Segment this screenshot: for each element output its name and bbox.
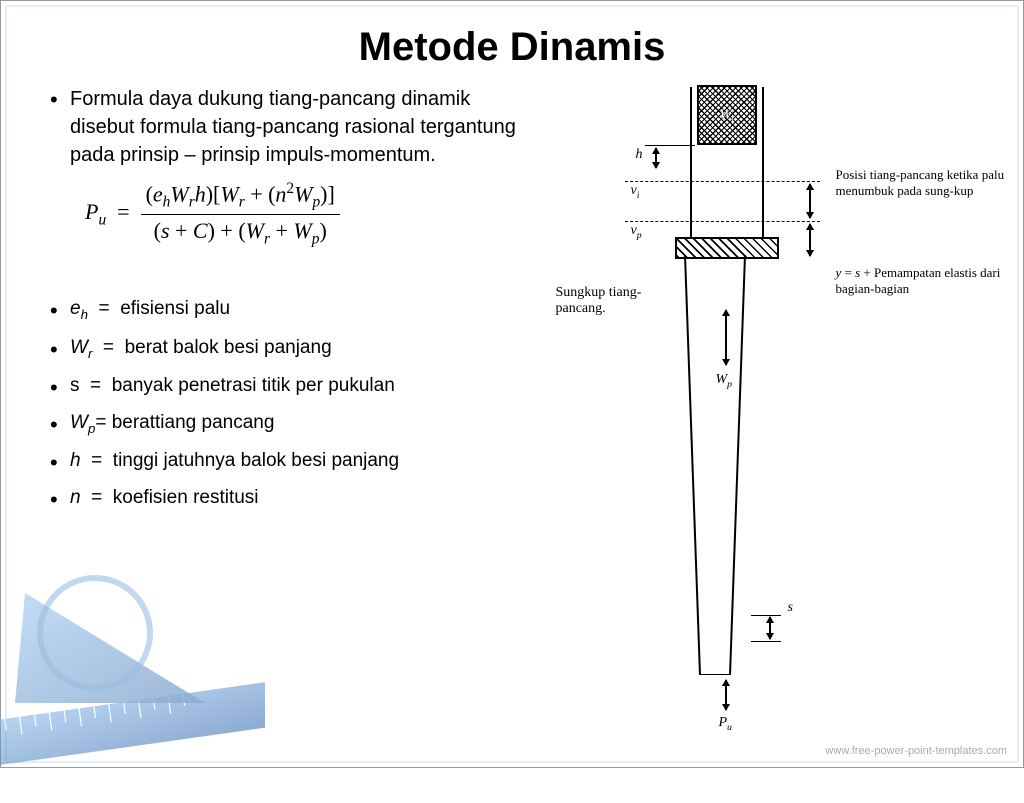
definition-item: eh = efisiensi palu [45, 296, 525, 324]
hammer-block: Wᵣ [697, 85, 757, 145]
label-s: s [787, 600, 792, 616]
s-line-bot [751, 641, 781, 642]
label-cap: Sungkup tiang-pancang. [555, 285, 675, 317]
definition-item: n = koefisien restitusi [45, 485, 525, 512]
label-h: h [635, 147, 642, 163]
guide-rail-left [690, 87, 692, 237]
label-pu: Pu [718, 715, 731, 733]
pile-diagram: Wᵣ h vi vp Posisi tiang-pancang ketika p… [535, 85, 979, 725]
definition-item: s = banyak penetrasi titik per pukulan [45, 373, 525, 400]
pu-arrow [725, 680, 727, 710]
dim-arrow-right-top [809, 184, 811, 218]
annotation-position: Posisi tiang-pancang ketika palu menumbu… [835, 167, 1005, 200]
right-column: Wᵣ h vi vp Posisi tiang-pancang ketika p… [535, 85, 979, 725]
main-formula: Pu = (ehWrh)[Wr + (n2Wp)] (s + C) + (Wr … [45, 177, 525, 251]
definition-item: Wp= berattiang pancang [45, 410, 525, 438]
watermark-text: www.free-power-point-templates.com [825, 745, 1007, 757]
slide: Metode Dinamis Formula daya dukung tiang… [1, 1, 1023, 767]
left-column: Formula daya dukung tiang-pancang dinami… [45, 85, 525, 725]
slide-title: Metode Dinamis [45, 25, 979, 70]
content-row: Formula daya dukung tiang-pancang dinami… [45, 85, 979, 725]
definition-item: Wr = berat balok besi panjang [45, 335, 525, 363]
dim-arrow-right-bot [809, 224, 811, 256]
annotation-y: y = s + Pemampatan elastis dari bagian-b… [835, 265, 1024, 298]
level-vp [625, 221, 820, 222]
label-vi: vi [630, 183, 639, 201]
level-line [645, 145, 695, 146]
intro-paragraph: Formula daya dukung tiang-pancang dinami… [45, 85, 525, 169]
level-vi [625, 181, 820, 182]
guide-rail-right [762, 87, 764, 237]
dim-arrow-s [769, 617, 771, 639]
dim-arrow-h [655, 148, 657, 168]
definitions-list: eh = efisiensi palu Wr = berat balok bes… [45, 296, 525, 511]
label-vp: vp [630, 223, 641, 241]
pile-body [680, 255, 750, 675]
wp-arrow [725, 310, 727, 365]
definition-item: h = tinggi jatuhnya balok besi panjang [45, 448, 525, 475]
label-wp: Wp [715, 372, 732, 390]
